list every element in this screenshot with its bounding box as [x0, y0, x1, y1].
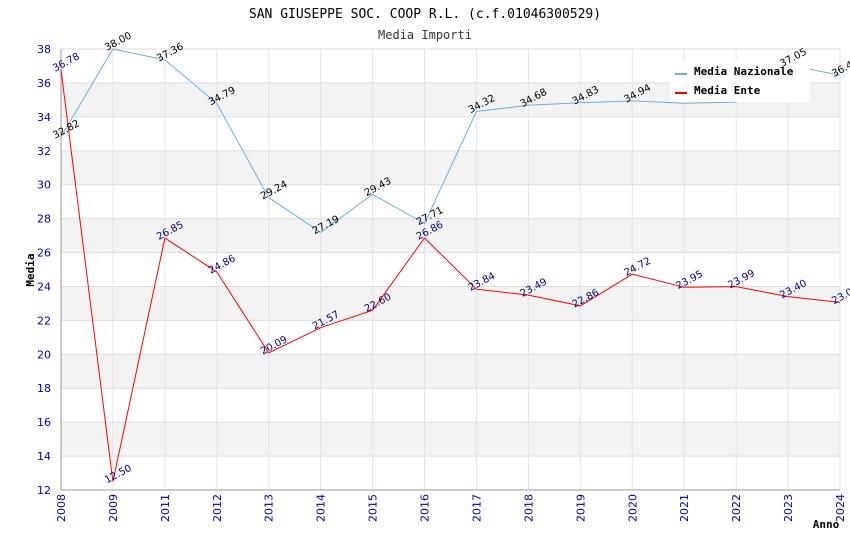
x-tick-label: 2009: [107, 494, 120, 522]
y-tick-label: 26: [37, 247, 51, 260]
legend-box: [670, 60, 810, 102]
y-tick-label: 18: [37, 382, 51, 395]
y-tick-label: 34: [37, 111, 51, 124]
grid-band: [61, 218, 840, 253]
y-tick-label: 22: [37, 314, 51, 327]
y-tick-label: 32: [37, 145, 51, 158]
legend: Media Nazionale Media Ente: [670, 60, 810, 102]
series-line-media-ente: [60, 69, 841, 482]
chart-subtitle: Media Importi: [378, 28, 472, 42]
y-tick-label: 16: [37, 416, 51, 429]
legend-entry: Media Ente: [694, 84, 761, 97]
legend-entry: Media Nazionale: [694, 65, 794, 78]
grid-band: [61, 184, 840, 219]
grid-band: [61, 354, 840, 389]
x-tick-label: 2014: [315, 494, 328, 522]
x-tick-label: 2012: [211, 494, 224, 522]
x-tick-label: 2011: [159, 494, 172, 522]
x-tick-label: 2016: [419, 494, 432, 522]
x-tick-label: 2015: [367, 494, 380, 522]
x-tick-label: 2018: [522, 494, 535, 522]
x-tick-label: 2013: [263, 494, 276, 522]
grid-band: [61, 252, 840, 287]
series-lines: [60, 48, 841, 482]
x-tick-label: 2021: [678, 494, 691, 522]
grid-band: [61, 116, 840, 151]
y-tick-label: 30: [37, 179, 51, 192]
x-tick-label: 2017: [470, 494, 483, 522]
x-tick-label: 2020: [626, 494, 639, 522]
x-tick-label: 2019: [574, 494, 587, 522]
x-tick-label: 2023: [782, 494, 795, 522]
grid-band: [61, 422, 840, 457]
y-tick-label: 14: [37, 450, 51, 463]
x-tick-label: 2008: [55, 494, 68, 522]
x-axis-label: Anno: [813, 518, 840, 531]
x-tick-label: 2024: [834, 494, 847, 522]
x-tick-label: 2022: [730, 494, 743, 522]
grid-band: [61, 286, 840, 321]
grid-band: [61, 456, 840, 490]
y-tick-labels: 12 14 16 18 20 22 24 26 28 30 32 34 36 38: [37, 43, 51, 497]
grid-bands: [61, 49, 840, 490]
grid-band: [61, 320, 840, 355]
axes: [60, 49, 840, 491]
y-tick-label: 24: [37, 280, 51, 293]
chart-title: SAN GIUSEPPE SOC. COOP R.L. (c.f.0104630…: [249, 7, 601, 22]
y-tick-label: 12: [37, 484, 51, 497]
y-tick-label: 36: [37, 77, 51, 90]
y-axis-label: Media: [24, 253, 37, 286]
y-tick-label: 28: [37, 213, 51, 226]
y-tick-label: 38: [37, 43, 51, 56]
grid-band: [61, 388, 840, 423]
y-tick-label: 20: [37, 348, 51, 361]
x-tick-labels: 2008 2009 2011 2012 2013 2014 2015 2016 2017 2018…: [55, 494, 847, 522]
series-line-media-nazionale: [60, 48, 841, 234]
